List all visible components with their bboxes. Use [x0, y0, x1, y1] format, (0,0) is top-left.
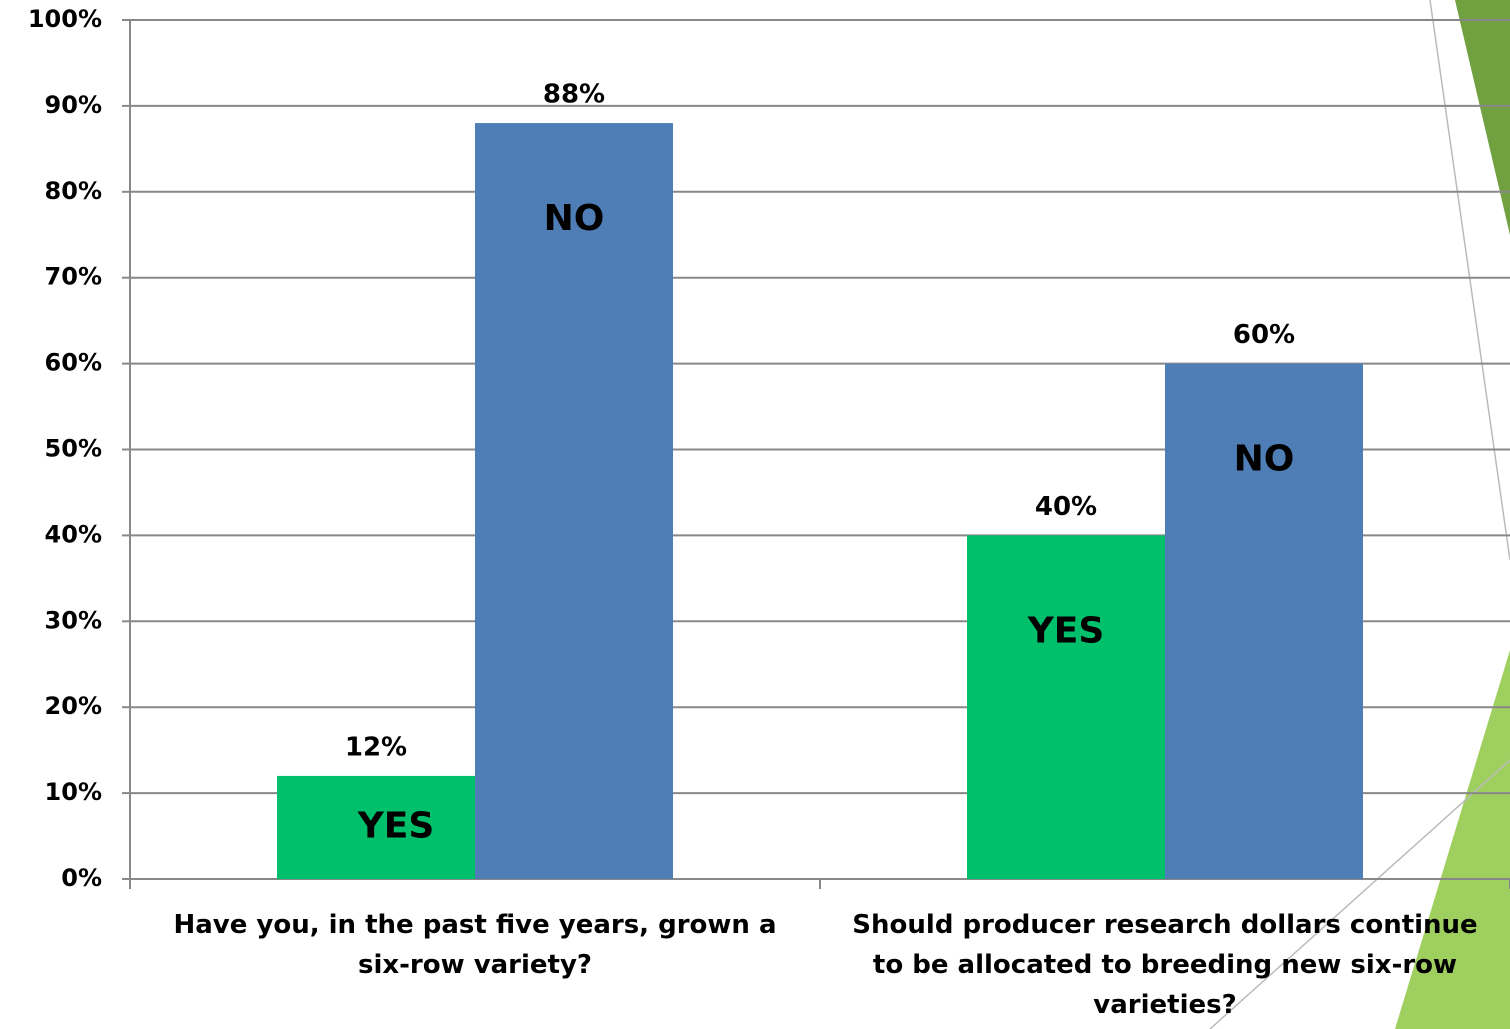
series-label: NO	[544, 198, 605, 239]
value-label: 88%	[543, 80, 605, 110]
bar	[277, 775, 475, 879]
y-tick-label: 20%	[45, 692, 102, 720]
y-tick-label: 30%	[45, 606, 102, 634]
series-label: YES	[357, 805, 435, 846]
y-tick-label: 70%	[45, 263, 102, 291]
value-label: 40%	[1035, 492, 1097, 522]
x-tick-label: Have you, in the past five years, grown …	[173, 910, 777, 980]
y-tick-label: 50%	[45, 435, 102, 463]
y-tick-label: 80%	[45, 177, 102, 205]
value-label: 60%	[1233, 320, 1295, 350]
y-tick-label: 10%	[45, 778, 102, 806]
y-tick-label: 100%	[28, 5, 102, 33]
series-label: NO	[1234, 439, 1295, 480]
bar	[475, 123, 673, 879]
y-tick-label: 0%	[61, 864, 102, 892]
decoration	[1209, 0, 1510, 1029]
bar	[967, 535, 1165, 879]
bar	[1165, 363, 1363, 880]
y-tick-label: 90%	[45, 91, 102, 119]
y-tick-label: 40%	[45, 520, 102, 548]
x-tick-label: Should producer research dollars continu…	[852, 910, 1478, 1020]
value-label: 12%	[345, 732, 407, 762]
y-tick-label: 60%	[45, 349, 102, 377]
series-label: YES	[1027, 610, 1105, 651]
